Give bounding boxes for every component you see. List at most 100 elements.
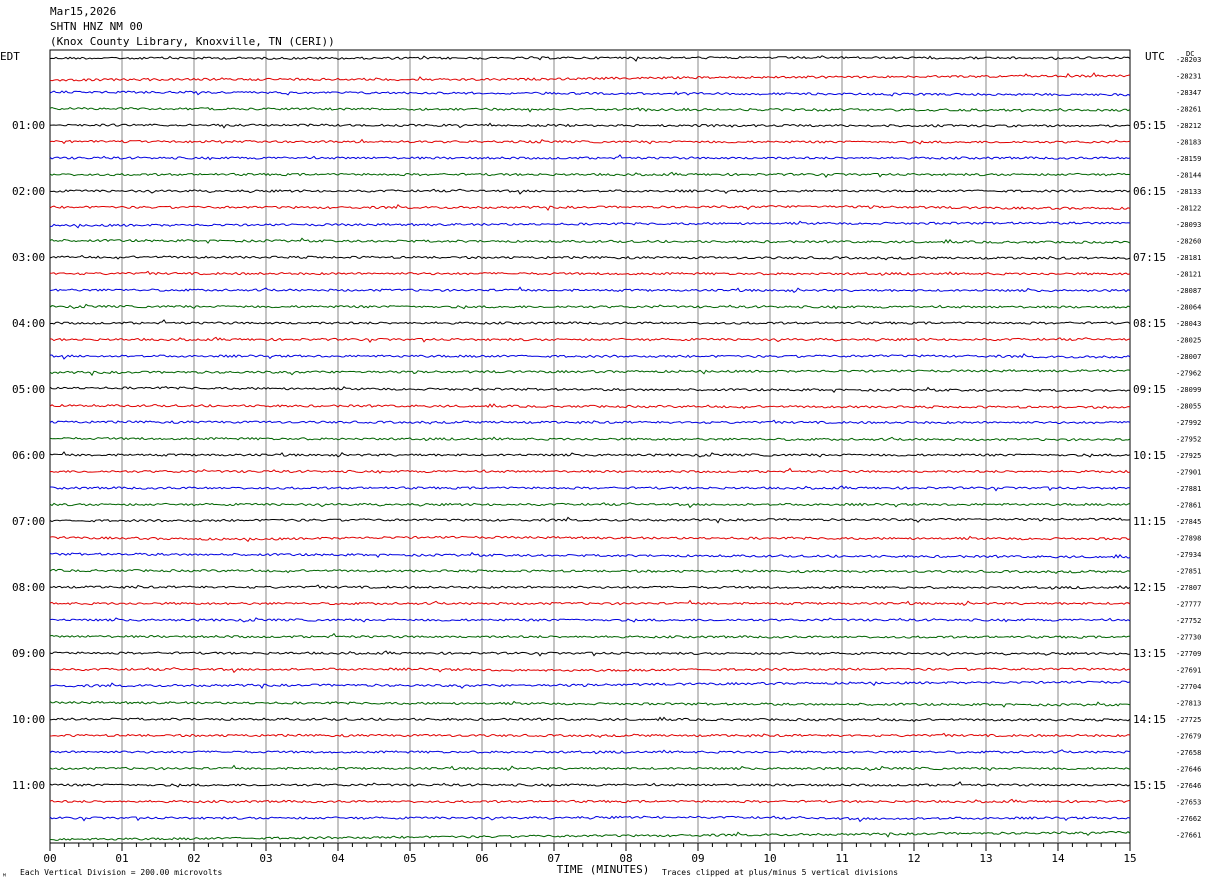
x-tick-label: 10	[763, 852, 776, 865]
seismic-trace-11	[50, 220, 1131, 229]
seismic-trace-43	[49, 749, 1131, 755]
dc-offset-label: -28087	[1176, 287, 1201, 295]
left-hour-label: 07:00	[12, 515, 45, 528]
x-tick-label: 05	[403, 852, 416, 865]
seismic-trace-10	[49, 204, 1131, 212]
seismic-trace-5	[49, 122, 1131, 129]
seismic-trace-9	[49, 188, 1131, 195]
dc-offset-label: -28181	[1176, 254, 1201, 262]
seismic-trace-1	[49, 55, 1131, 62]
seismic-trace-25	[49, 451, 1131, 458]
dc-offset-label: -27658	[1176, 749, 1201, 757]
seismic-traces	[49, 55, 1131, 841]
plot-frame	[49, 49, 1131, 844]
dc-offset-label: -27901	[1176, 469, 1201, 477]
dc-offset-label: -28093	[1176, 221, 1201, 229]
x-tick-label: 09	[691, 852, 704, 865]
dc-offset-label: -27777	[1176, 601, 1201, 609]
seismic-trace-27	[50, 485, 1131, 492]
seismic-trace-4	[49, 106, 1131, 113]
dc-offset-label: -28144	[1176, 172, 1201, 180]
seismic-trace-42	[49, 732, 1131, 738]
seismic-trace-6	[49, 138, 1131, 145]
dc-offset-label: -28231	[1176, 73, 1201, 81]
dc-offset-label: -27807	[1176, 584, 1201, 592]
dc-offset-label: -28007	[1176, 353, 1201, 361]
right-timezone-label: UTC	[1145, 50, 1165, 63]
seismic-trace-24	[49, 436, 1131, 442]
dc-offset-label: -27646	[1176, 766, 1201, 774]
right-hour-label: 10:15	[1133, 449, 1166, 462]
seismic-trace-46	[49, 798, 1131, 804]
right-hour-label: 07:15	[1133, 251, 1166, 264]
seismic-trace-8	[49, 171, 1131, 178]
x-tick-label: 03	[259, 852, 272, 865]
dc-offset-label: -28121	[1176, 271, 1201, 279]
dc-offset-label: -27653	[1176, 799, 1201, 807]
right-hour-label: 08:15	[1133, 317, 1166, 330]
seismic-trace-40	[49, 700, 1131, 708]
seismic-trace-19	[49, 353, 1131, 360]
seismic-trace-7	[49, 154, 1131, 161]
dc-offset-label: -27962	[1176, 370, 1201, 378]
x-tick-label: 06	[475, 852, 488, 865]
left-hour-label: 08:00	[12, 581, 45, 594]
clip-note: Traces clipped at plus/minus 5 vertical …	[662, 868, 898, 877]
dc-offset-label: -28203	[1176, 56, 1201, 64]
seismic-trace-47	[49, 815, 1131, 823]
seismic-trace-3	[49, 90, 1131, 97]
seismic-trace-26	[49, 467, 1131, 474]
dc-offset-label: -27725	[1176, 716, 1201, 724]
dc-offset-label: -28099	[1176, 386, 1201, 394]
seismic-trace-14	[49, 270, 1131, 276]
dc-offset-label: -27881	[1176, 485, 1201, 493]
dc-offset-label: -27709	[1176, 650, 1201, 658]
dc-offset-label: -27925	[1176, 452, 1201, 460]
left-hour-label: 04:00	[12, 317, 45, 330]
seismic-trace-23	[49, 419, 1131, 425]
seismic-trace-35	[49, 617, 1131, 623]
right-hour-label: 13:15	[1133, 647, 1166, 660]
left-hour-label: 10:00	[12, 713, 45, 726]
x-axis: 00 01 02 03 04 05 06 07 08 09 10 11 12 13 14 15	[43, 843, 1137, 865]
seismic-trace-13	[49, 254, 1131, 261]
seismic-trace-32	[49, 568, 1131, 575]
left-hour-label: 02:00	[12, 185, 45, 198]
dc-offset-label: -28064	[1176, 304, 1201, 312]
x-tick-label: 12	[907, 852, 920, 865]
dc-offset-label: -27730	[1176, 634, 1201, 642]
right-hour-label: 11:15	[1133, 515, 1166, 528]
right-hour-label: 15:15	[1133, 779, 1166, 792]
seismic-trace-20	[49, 369, 1131, 377]
dc-offset-label: -27934	[1176, 551, 1201, 559]
seismic-trace-18	[49, 336, 1131, 343]
dc-offset-label: -28025	[1176, 337, 1201, 345]
seismic-trace-37	[49, 650, 1130, 657]
dc-offset-label: -27679	[1176, 733, 1201, 741]
scale-note: Each Vertical Division = 200.00 microvol…	[20, 868, 222, 877]
seismic-trace-45	[49, 781, 1131, 788]
dc-offset-label: -27851	[1176, 568, 1201, 576]
seismic-trace-34	[49, 599, 1131, 607]
dc-offset-label: -27861	[1176, 502, 1201, 510]
x-tick-label: 04	[331, 852, 345, 865]
left-hour-label: 05:00	[12, 383, 45, 396]
dc-offset-label: -27813	[1176, 700, 1201, 708]
x-tick-label: 01	[115, 852, 128, 865]
right-hour-label: 09:15	[1133, 383, 1166, 396]
seismic-trace-15	[49, 286, 1131, 293]
dc-offset-labels: -28203 -28231 -28347 -28261 -28212 -28183 -281…	[1176, 56, 1201, 840]
left-hour-label: 11:00	[12, 779, 45, 792]
dc-offset-label: -28261	[1176, 106, 1201, 114]
dc-offset-label: -28183	[1176, 139, 1201, 147]
left-hour-label: 01:00	[12, 119, 45, 132]
seismic-trace-36	[49, 632, 1131, 639]
dc-offset-label: -27898	[1176, 535, 1201, 543]
dc-offset-label: -28347	[1176, 89, 1201, 97]
seismic-trace-12	[49, 237, 1131, 244]
right-hour-label: 14:15	[1133, 713, 1166, 726]
left-timezone-label: EDT	[0, 50, 20, 63]
dc-offset-label: -27952	[1176, 436, 1201, 444]
x-axis-title: TIME (MINUTES)	[557, 863, 650, 876]
